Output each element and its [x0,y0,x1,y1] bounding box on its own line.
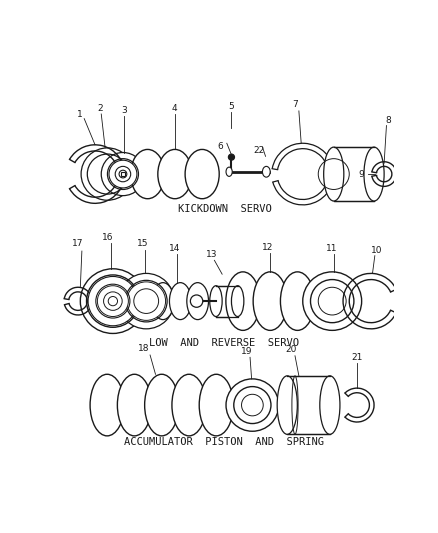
Ellipse shape [185,149,219,199]
Circle shape [81,148,134,200]
Ellipse shape [131,149,165,199]
Ellipse shape [262,166,270,177]
Bar [120,172,125,176]
Text: 19: 19 [241,346,253,356]
Text: 17: 17 [72,239,84,248]
Ellipse shape [170,282,191,320]
Ellipse shape [364,147,384,201]
Text: 11: 11 [326,244,338,253]
Text: 12: 12 [262,243,274,252]
Text: 1: 1 [77,109,82,118]
Ellipse shape [226,167,232,176]
Text: KICKDOWN  SERVO: KICKDOWN SERVO [177,204,272,214]
Text: 5: 5 [229,102,234,111]
Ellipse shape [158,149,192,199]
Ellipse shape [152,282,174,320]
Circle shape [303,272,362,330]
Ellipse shape [280,272,314,330]
Circle shape [191,295,203,308]
Ellipse shape [253,272,287,330]
Text: 6: 6 [217,142,223,151]
Circle shape [97,286,128,317]
Text: 21: 21 [351,353,363,362]
Ellipse shape [320,376,340,434]
Text: 15: 15 [137,239,148,248]
Circle shape [118,273,174,329]
Text: 7: 7 [292,100,298,109]
Ellipse shape [172,374,206,436]
Ellipse shape [90,374,124,436]
Circle shape [101,152,145,196]
Text: 18: 18 [138,344,150,353]
Ellipse shape [231,286,244,317]
Ellipse shape [145,374,179,436]
Circle shape [80,269,145,334]
Text: 9: 9 [358,169,364,179]
Ellipse shape [226,272,260,330]
Circle shape [109,160,137,188]
Ellipse shape [277,376,297,434]
Text: ACCUMULATOR  PISTON  AND  SPRING: ACCUMULATOR PISTON AND SPRING [124,437,325,447]
Text: 4: 4 [172,104,178,113]
Circle shape [228,154,235,160]
Bar [216,286,238,317]
Ellipse shape [187,282,208,320]
Text: 14: 14 [169,244,180,253]
Text: 2: 2 [97,104,102,113]
Circle shape [226,379,279,431]
Ellipse shape [324,147,344,201]
Bar [334,147,374,201]
Ellipse shape [199,374,233,436]
Circle shape [127,282,166,320]
Ellipse shape [210,286,222,317]
Text: LOW  AND  REVERSE  SERVO: LOW AND REVERSE SERVO [149,338,300,349]
Text: 20: 20 [286,345,297,354]
Ellipse shape [117,374,152,436]
Bar [287,376,330,434]
Circle shape [108,296,117,306]
Text: 22: 22 [253,147,264,156]
Text: 10: 10 [371,246,382,255]
Text: 16: 16 [102,233,113,241]
Circle shape [88,277,138,326]
Text: 8: 8 [385,116,391,125]
Text: 3: 3 [122,107,127,116]
Text: 13: 13 [205,251,217,260]
Circle shape [119,170,127,178]
